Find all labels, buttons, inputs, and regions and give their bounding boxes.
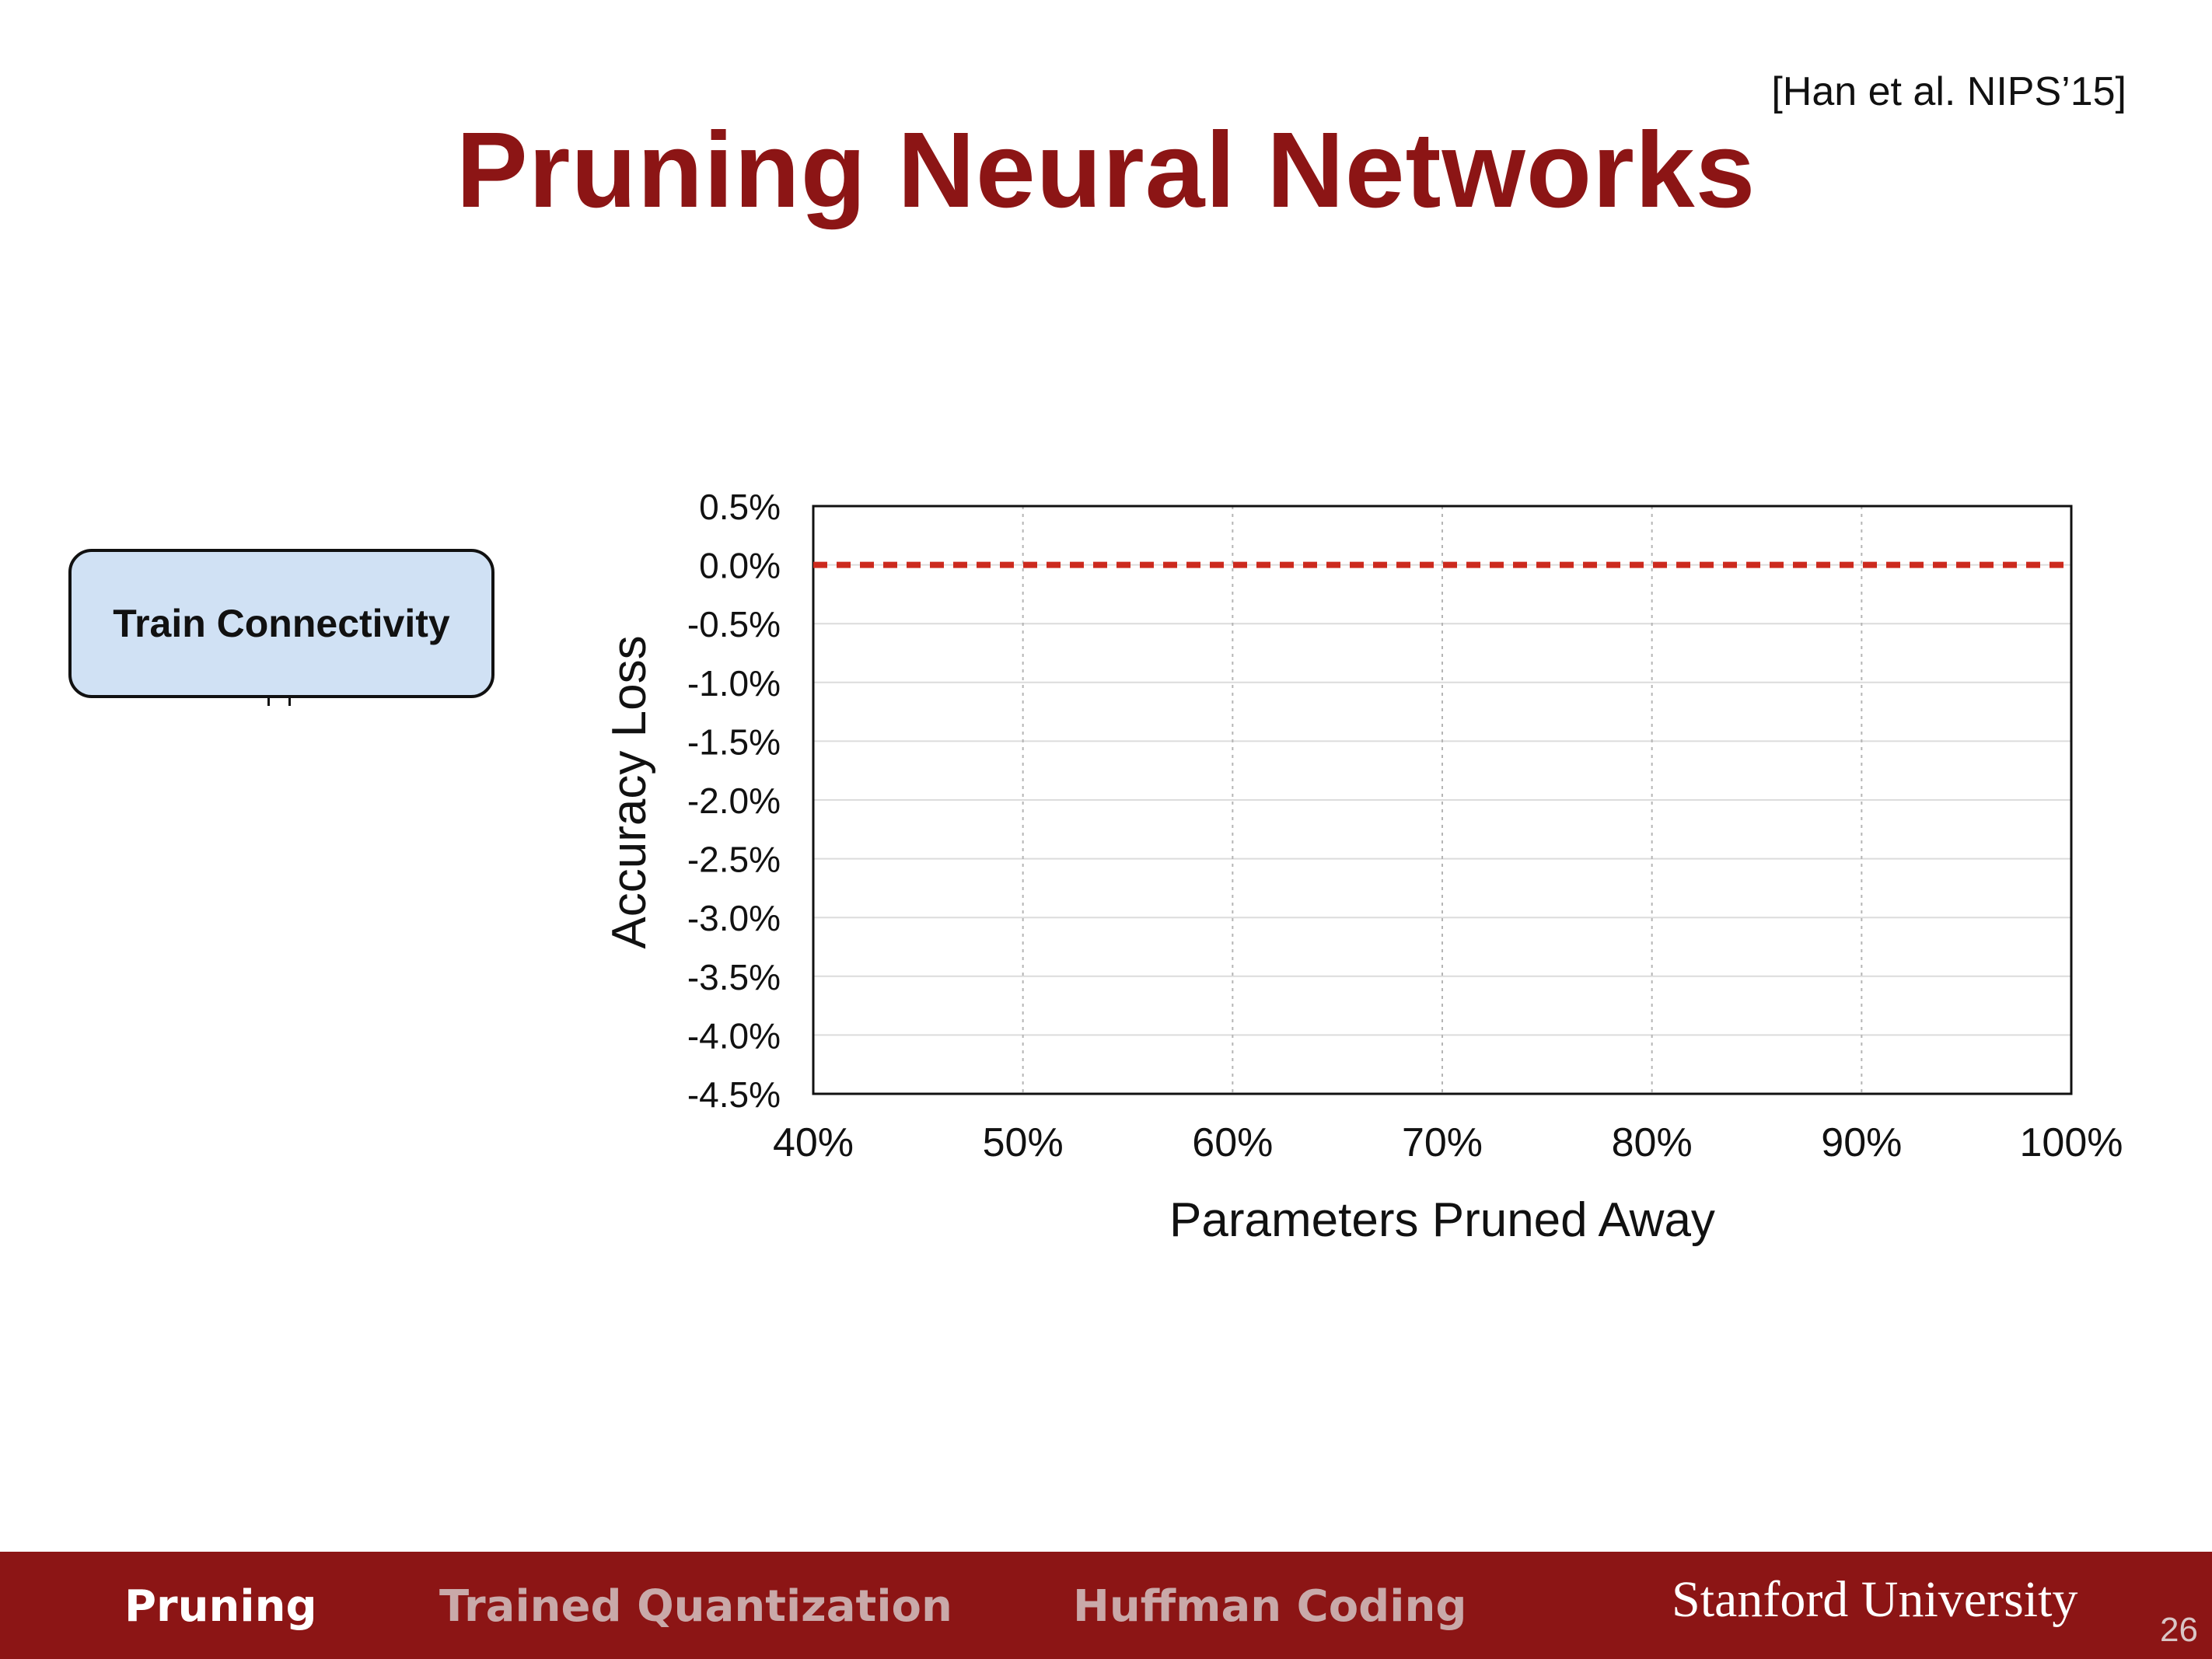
page-number: 26 xyxy=(2160,1611,2198,1649)
y-tick-label: -4.5% xyxy=(687,1074,781,1115)
train-connectivity-box: Train Connectivity xyxy=(68,549,494,698)
y-tick-label: -1.5% xyxy=(687,721,781,762)
x-tick-label: 100% xyxy=(2020,1120,2123,1165)
x-tick-label: 40% xyxy=(773,1120,854,1165)
footer-tab-huffman-coding[interactable]: Huffman Coding xyxy=(1073,1581,1467,1632)
footer-bar: Pruning Trained Quantization Huffman Cod… xyxy=(0,1552,2212,1659)
x-axis-label: Parameters Pruned Away xyxy=(1169,1193,1715,1247)
stanford-logo-text: Stanford University xyxy=(1672,1571,2078,1628)
box-connector-mark xyxy=(267,698,291,706)
slide-title: Pruning Neural Networks xyxy=(456,110,1756,230)
x-tick-label: 80% xyxy=(1612,1120,1693,1165)
y-tick-label: -1.0% xyxy=(687,663,781,704)
y-tick-label: -0.5% xyxy=(687,604,781,644)
y-tick-label: 0.5% xyxy=(699,487,781,527)
plot-frame xyxy=(812,505,2073,1095)
footer-tab-pruning[interactable]: Pruning xyxy=(124,1581,317,1632)
train-connectivity-label: Train Connectivity xyxy=(113,602,450,645)
x-tick-label: 60% xyxy=(1192,1120,1273,1165)
y-tick-label: -3.5% xyxy=(687,957,781,997)
y-axis-label: Accuracy Loss xyxy=(603,635,656,948)
citation: [Han et al. NIPS’15] xyxy=(1771,69,2126,114)
y-tick-label: -3.0% xyxy=(687,898,781,938)
y-tick-label: -2.5% xyxy=(687,840,781,880)
y-tick-label: -4.0% xyxy=(687,1015,781,1056)
y-tick-label: 0.0% xyxy=(699,546,781,586)
x-tick-label: 90% xyxy=(1821,1120,1902,1165)
x-tick-label: 50% xyxy=(983,1120,1064,1165)
y-tick-label: -2.0% xyxy=(687,781,781,821)
footer-tab-trained-quantization[interactable]: Trained Quantization xyxy=(439,1581,952,1632)
accuracy-loss-chart: 0.5% 0.0% -0.5% -1.0% -1.5% -2.0% -2.5% -3.0% -3… xyxy=(603,487,2123,1247)
x-tick-label: 70% xyxy=(1402,1120,1483,1165)
